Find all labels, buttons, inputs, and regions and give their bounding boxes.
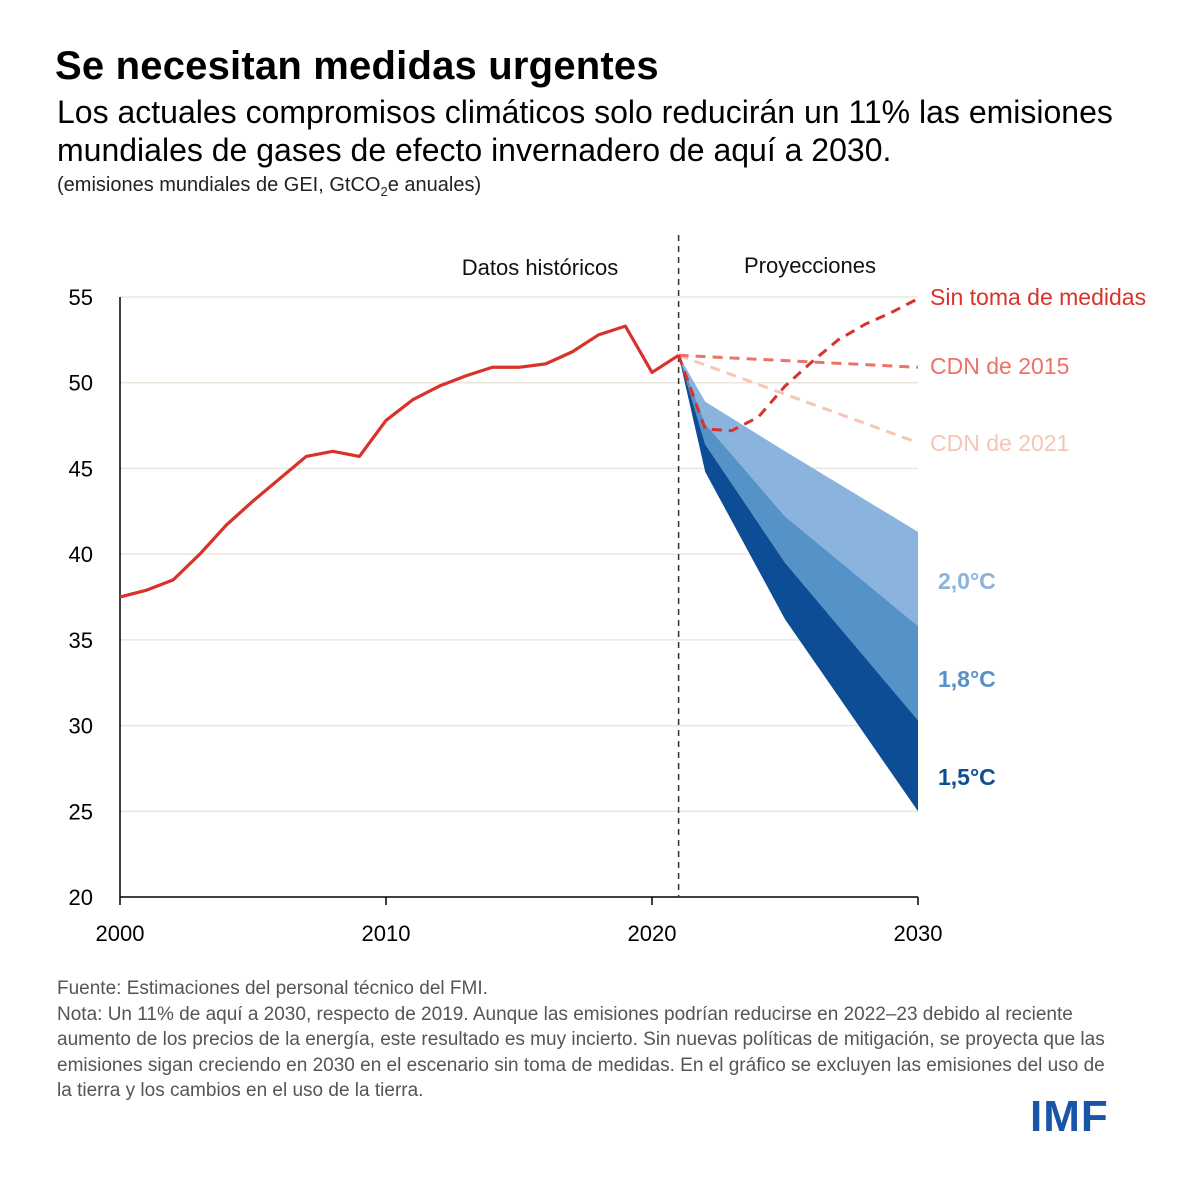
units-subscript: 2: [380, 184, 388, 199]
imf-logo: IMF: [1030, 1092, 1109, 1141]
band-label-2: 1,8°C: [938, 666, 996, 692]
source-note: Fuente: Estimaciones del personal técnic…: [57, 978, 488, 999]
y-tick-label-25: 25: [69, 799, 93, 824]
scenario-line-1: [677, 297, 919, 433]
historical-line: [119, 324, 680, 599]
y-tick-label-50: 50: [69, 371, 93, 396]
y-tick-label-20: 20: [69, 885, 93, 910]
y-tick-label-40: 40: [69, 542, 93, 567]
band-label-1: 2,0°C: [938, 568, 996, 594]
units-suffix: e anuales): [387, 174, 482, 196]
scenario-line-2: [678, 353, 919, 369]
chart-subtitle: Los actuales compromisos climáticos solo…: [57, 94, 1113, 168]
explanatory-note: Nota: Un 11% de aquí a 2030, respecto de…: [57, 1003, 1105, 1102]
bands: [678, 355, 918, 812]
band-label-3: 1,5°C: [938, 764, 996, 790]
band-1: [678, 355, 918, 627]
series-lines: [119, 297, 919, 599]
y-tick-label-35: 35: [69, 628, 93, 653]
y-tick-label-30: 30: [69, 714, 93, 739]
y-tick-label-45: 45: [69, 456, 93, 481]
footnotes: Fuente: Estimaciones del personal técnic…: [57, 976, 1117, 1104]
scenario-line-3: [678, 353, 919, 445]
x-tick-label-2030: 2030: [894, 921, 943, 946]
chart-title: Se necesitan medidas urgentes: [55, 44, 659, 88]
y-tick-label-55: 55: [69, 285, 93, 310]
band-3: [678, 355, 918, 812]
x-tick-label-2010: 2010: [362, 921, 411, 946]
x-tick-label-2000: 2000: [96, 921, 145, 946]
historical-region-label: Datos históricos: [462, 255, 619, 280]
scenario-label-2: CDN de 2015: [930, 353, 1069, 379]
x-tick-label-2020: 2020: [628, 921, 677, 946]
units-label: (emisiones mundiales de GEI, GtCO2e anua…: [57, 174, 481, 199]
scenario-label-1: Sin toma de medidas: [930, 284, 1146, 310]
units-prefix: (emisiones mundiales de GEI, GtCO: [57, 174, 381, 196]
projection-region-label: Proyecciones: [744, 253, 876, 278]
scenario-label-3: CDN de 2021: [930, 430, 1069, 456]
band-2: [678, 355, 918, 721]
labels: 20 25 30 35 40 45 50 55 2000 2010 2020 2030 Datos hi…: [69, 253, 1147, 946]
